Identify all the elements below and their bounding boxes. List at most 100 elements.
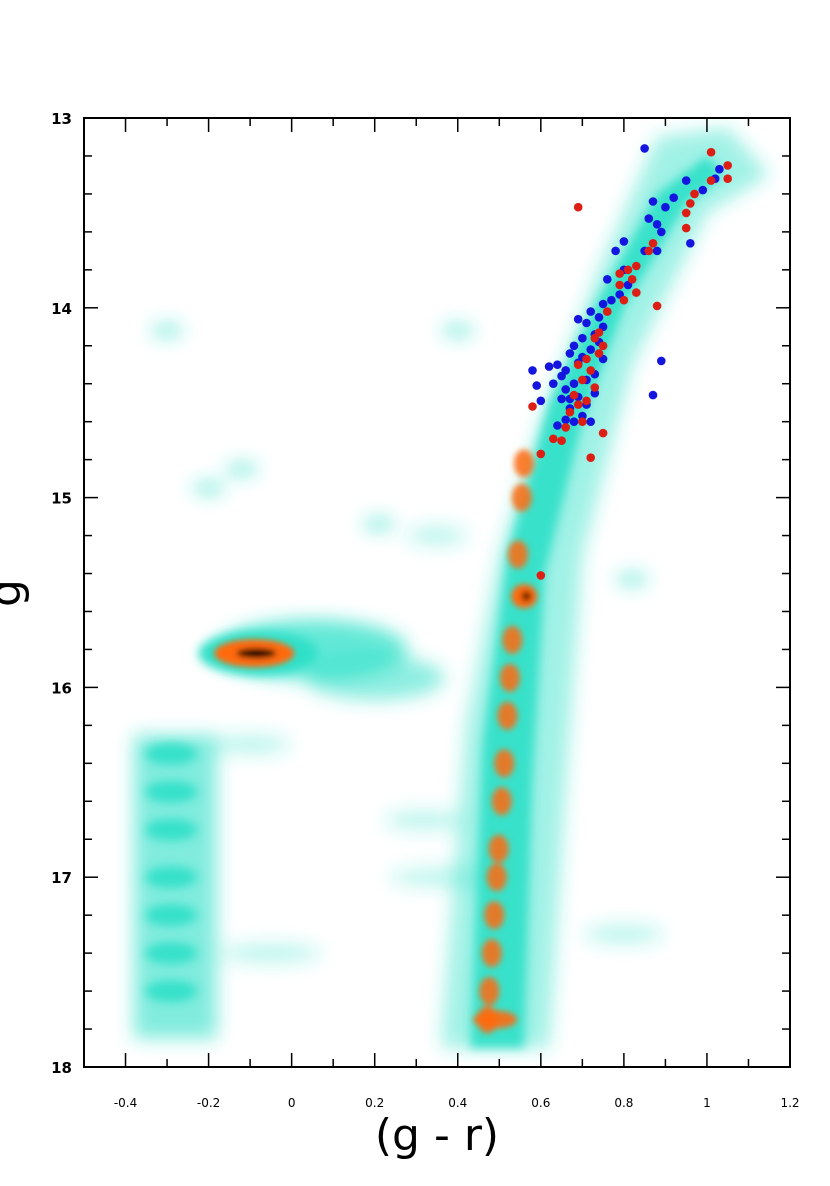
scatter-point-series-1 xyxy=(582,396,591,406)
rgb-peak xyxy=(497,701,518,730)
density-streak xyxy=(210,734,291,755)
x-tick-label: 0 xyxy=(288,1096,296,1110)
scatter-point-series-0 xyxy=(686,239,695,248)
y-tick-label: 18 xyxy=(51,1059,72,1077)
scatter-point-series-1 xyxy=(573,360,583,370)
y-tick-label: 15 xyxy=(51,490,72,508)
density-streak xyxy=(384,810,465,831)
scatter-point-series-0 xyxy=(611,246,620,256)
bhb-blob xyxy=(145,866,198,889)
scatter-point-series-0 xyxy=(586,345,595,354)
scatter-point-series-1 xyxy=(594,349,604,358)
rgb-peak xyxy=(494,749,515,778)
scatter-point-series-0 xyxy=(594,313,604,322)
scatter-point-series-0 xyxy=(661,202,670,212)
scatter-points xyxy=(528,144,732,580)
scatter-point-series-1 xyxy=(582,354,591,364)
scatter-point-series-0 xyxy=(569,417,579,427)
scatter-point-series-0 xyxy=(652,246,662,256)
scatter-point-series-1 xyxy=(627,275,637,284)
y-tick-label: 14 xyxy=(51,300,72,318)
scatter-point-series-0 xyxy=(561,385,570,394)
hb-tongue-right xyxy=(304,655,445,700)
bhb-blob xyxy=(145,742,198,765)
scatter-point-series-0 xyxy=(669,193,678,202)
scatter-point-series-1 xyxy=(586,453,595,463)
rgb-base-peak xyxy=(473,1010,518,1029)
bhb-blob xyxy=(145,942,198,965)
scatter-point-series-1 xyxy=(623,265,633,275)
scatter-point-series-0 xyxy=(569,379,579,389)
scatter-point-series-1 xyxy=(681,208,691,218)
scatter-point-series-1 xyxy=(706,147,716,157)
scatter-point-series-1 xyxy=(557,436,566,446)
density-blob xyxy=(192,481,225,496)
scatter-point-series-1 xyxy=(590,333,600,343)
red-clump-core xyxy=(521,591,532,602)
rgb-peak xyxy=(491,787,512,816)
scatter-point-series-0 xyxy=(586,417,595,427)
scatter-point-series-1 xyxy=(549,434,558,444)
scatter-point-series-1 xyxy=(528,402,537,411)
y-tick-label: 17 xyxy=(51,869,72,887)
scatter-point-series-0 xyxy=(648,390,658,400)
x-tick-label: 0.2 xyxy=(365,1096,384,1110)
scatter-point-series-1 xyxy=(652,301,662,311)
density-streak xyxy=(220,943,321,964)
scatter-point-series-1 xyxy=(648,239,658,248)
scatter-point-series-0 xyxy=(544,362,554,371)
scatter-point-series-1 xyxy=(619,295,629,305)
scatter-point-series-0 xyxy=(549,379,558,389)
scatter-point-series-0 xyxy=(553,360,562,370)
rgb-peak xyxy=(499,663,520,692)
scatter-point-series-0 xyxy=(561,415,570,425)
bhb-blob xyxy=(145,780,198,803)
rgb-peak xyxy=(502,625,523,654)
y-tick-label: 13 xyxy=(51,110,72,128)
bhb-blob xyxy=(145,818,198,841)
scatter-point-series-1 xyxy=(578,375,587,385)
scatter-point-series-0 xyxy=(586,307,595,316)
scatter-point-series-0 xyxy=(553,421,562,430)
scatter-point-series-0 xyxy=(657,356,666,366)
scatter-point-series-1 xyxy=(603,307,612,316)
scatter-point-series-1 xyxy=(536,449,546,459)
scatter-point-series-0 xyxy=(619,237,629,246)
scatter-point-series-1 xyxy=(565,407,575,417)
density-blob xyxy=(225,462,258,477)
y-tick-label: 16 xyxy=(51,679,72,697)
scatter-point-series-1 xyxy=(561,423,570,432)
density-blob xyxy=(616,572,649,587)
scatter-point-series-1 xyxy=(590,383,600,392)
scatter-point-series-0 xyxy=(557,371,566,381)
scatter-point-series-1 xyxy=(706,176,716,185)
density-blob xyxy=(151,323,184,338)
rgb-peak xyxy=(507,540,528,569)
rgb-peak xyxy=(479,977,500,1006)
rgb-peak xyxy=(488,834,509,863)
hb-clump-core xyxy=(236,648,277,659)
scatter-point-series-0 xyxy=(536,396,546,406)
x-tick-label: -0.2 xyxy=(197,1096,220,1110)
scatter-point-series-1 xyxy=(573,400,583,409)
y-axis-title: g xyxy=(0,579,31,607)
scatter-point-series-0 xyxy=(648,197,658,206)
x-tick-label: 1 xyxy=(703,1096,711,1110)
rgb-peak xyxy=(481,939,502,968)
scatter-point-series-1 xyxy=(681,223,691,233)
scatter-point-series-0 xyxy=(644,214,654,223)
scatter-point-series-0 xyxy=(598,299,608,309)
rgb-peak xyxy=(513,449,534,478)
bhb-blob xyxy=(145,904,198,927)
scatter-point-series-1 xyxy=(632,288,641,297)
scatter-point-series-1 xyxy=(632,261,641,271)
scatter-point-series-1 xyxy=(615,269,624,278)
density-peaks xyxy=(214,449,538,1034)
scatter-point-series-0 xyxy=(681,176,691,185)
scatter-point-series-0 xyxy=(569,341,579,351)
scatter-point-series-0 xyxy=(652,220,662,229)
scatter-point-series-1 xyxy=(598,428,608,438)
scatter-point-series-0 xyxy=(698,185,708,195)
density-blob xyxy=(441,323,474,338)
